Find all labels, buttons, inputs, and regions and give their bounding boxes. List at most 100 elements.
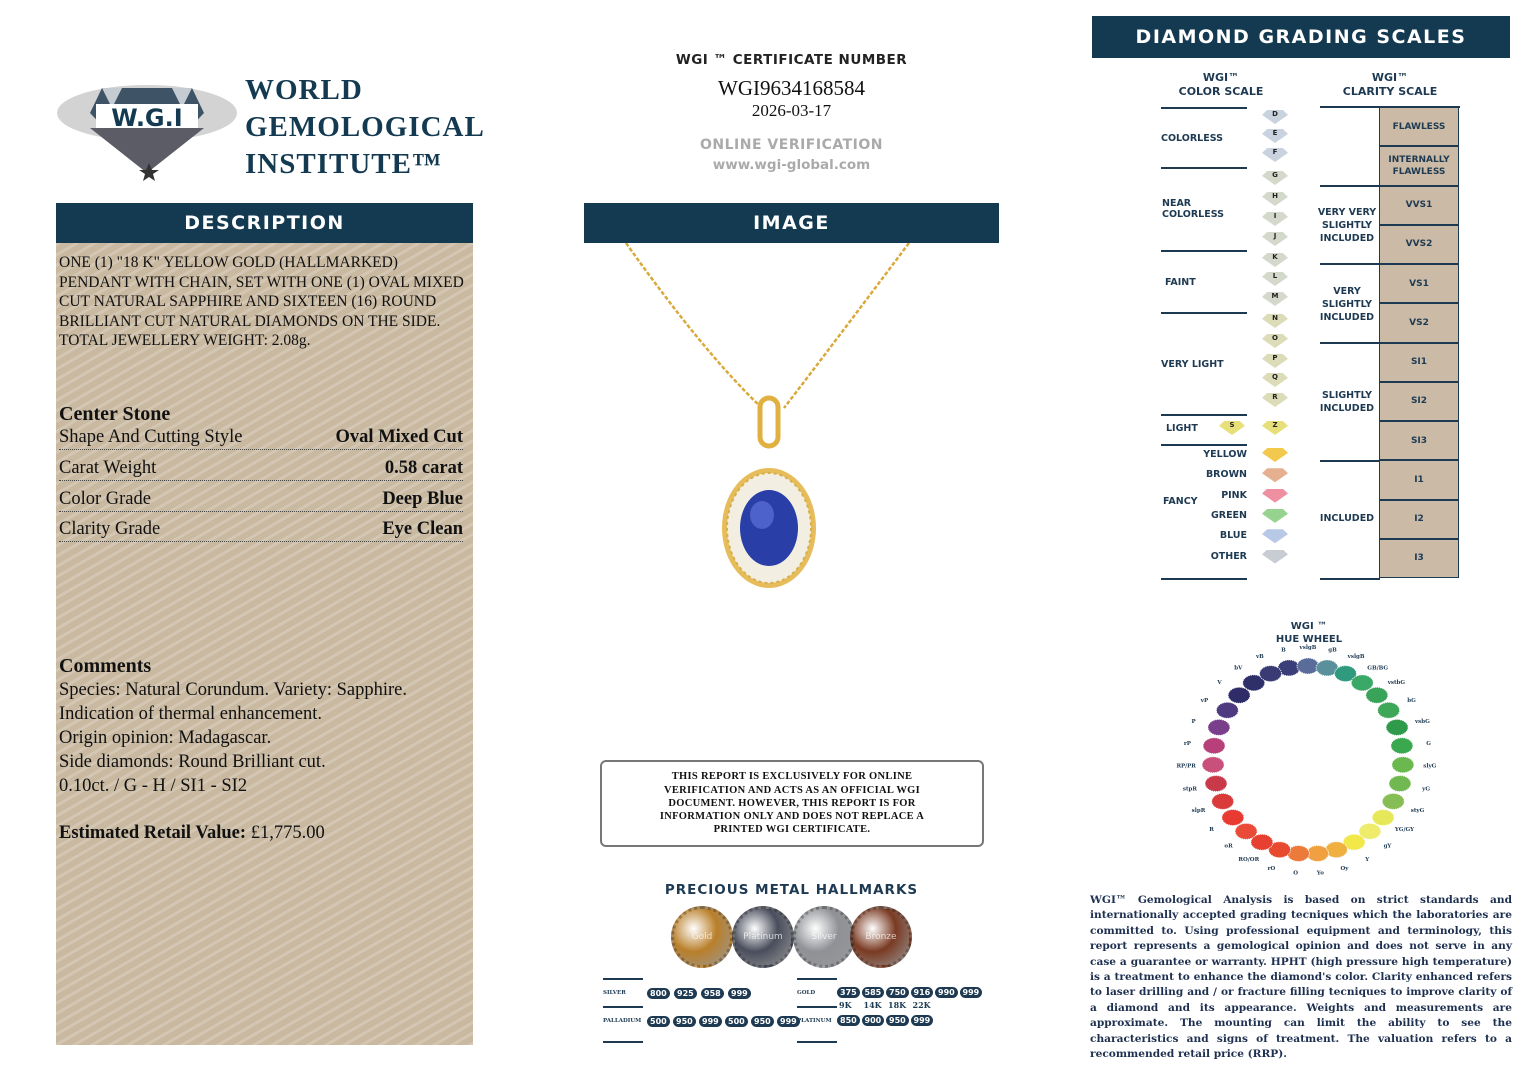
hue-swatch: [1333, 665, 1357, 683]
hue-label: bV: [1234, 665, 1243, 671]
divider: [1320, 460, 1380, 462]
hue-swatch: [1277, 659, 1301, 677]
divider: [1161, 250, 1247, 252]
fancy-color-gem: [1262, 488, 1288, 503]
online-notice: THIS REPORT IS EXCLUSIVELY FOR ONLINE VE…: [600, 760, 984, 847]
gold-karat: 22K: [912, 1000, 931, 1010]
hue-label: vB: [1255, 654, 1264, 660]
clarity-grade-cell: VVS1: [1379, 185, 1459, 225]
center-stone-title: Center Stone: [59, 403, 171, 425]
hallmark-gold: 916: [910, 987, 934, 998]
hue-swatch: [1201, 756, 1225, 774]
divider: [797, 1041, 837, 1043]
institute-name: WORLD GEMOLOGICAL INSTITUTE™: [245, 72, 485, 183]
color-grade-gem: K: [1262, 253, 1288, 267]
hallmark-platinum: 900: [861, 1015, 885, 1026]
hue-label: slyG: [1423, 764, 1436, 770]
hallmark-platinum: 850: [837, 1015, 860, 1026]
hallmark-palladium: 500: [725, 1016, 748, 1027]
hallmark-palladium: 950: [673, 1016, 696, 1027]
hue-swatch: [1204, 775, 1228, 793]
hallmark-silver: 999: [728, 988, 751, 999]
hue-label: gY: [1384, 844, 1392, 850]
hue-wheel-title: WGI ™ HUE WHEEL: [1250, 620, 1368, 646]
comment-line: Indication of thermal enhancement.: [59, 704, 323, 724]
divider: [603, 1041, 643, 1043]
divider: [1320, 578, 1380, 580]
fancy-color-gem: [1262, 508, 1288, 523]
hallmark-row-label: PALLADIUM: [603, 1018, 642, 1024]
hue-swatch: [1227, 686, 1251, 704]
detail-value: Deep Blue: [382, 489, 463, 509]
hue-label: vsbG: [1414, 719, 1430, 725]
clarity-grade-cell: SI3: [1379, 421, 1459, 461]
hallmark-silver: 958: [701, 988, 724, 999]
hue-swatch: [1268, 841, 1292, 859]
wgi-logo: W.G.I: [52, 58, 242, 183]
color-grade-gem: O: [1262, 334, 1288, 348]
disclaimer-text: WGI™ Gemological Analysis is based on st…: [1090, 894, 1512, 1061]
online-verification-label: ONLINE VERIFICATION: [700, 137, 883, 153]
hue-swatch: [1215, 701, 1239, 719]
hue-swatch: [1315, 659, 1339, 677]
fancy-color-gem: [1262, 549, 1288, 564]
clarity-group-label: VERY VERY SLIGHTLY INCLUDED: [1317, 207, 1377, 244]
hue-label: RP/PR: [1176, 764, 1196, 770]
divider: [797, 978, 837, 980]
fancy-color-label: BROWN: [1205, 469, 1247, 481]
grading-header: DIAMOND GRADING SCALES: [1092, 16, 1510, 58]
pendant-image: [584, 242, 999, 643]
divider: [1161, 444, 1247, 446]
hallmark-row-label: PLATINUM: [797, 1018, 832, 1024]
hallmark-platinum: 950: [886, 1015, 909, 1026]
hue-label: RO/OR: [1238, 857, 1259, 863]
hue-label: vP: [1200, 698, 1208, 704]
clarity-grade-cell: FLAWLESS: [1379, 107, 1459, 147]
hue-swatch: [1234, 822, 1258, 840]
certificate-number: WGI9634168584: [718, 76, 865, 100]
detail-row: Carat Weight 0.58 carat: [59, 458, 463, 481]
hallmark-palladium: 500: [647, 1016, 670, 1027]
color-grade-gem: P: [1262, 354, 1288, 368]
certificate-label: WGI ™ CERTIFICATE NUMBER: [675, 52, 908, 68]
clarity-grade-cell: I2: [1379, 499, 1459, 539]
color-grade-gem: Q: [1262, 373, 1288, 387]
detail-label: Color Grade: [59, 489, 151, 509]
hallmark-gold: 375: [837, 987, 860, 998]
hue-label: vslgB: [1299, 645, 1317, 651]
title-line: WGI ™: [1290, 621, 1328, 632]
verification-url[interactable]: www.wgi-global.com: [712, 157, 871, 173]
color-grade-gem: N: [1262, 314, 1288, 328]
comment-line: Origin opinion: Madagascar.: [59, 728, 272, 748]
divider: [1320, 185, 1380, 187]
hue-swatch: [1286, 845, 1310, 863]
hallmark-palladium: 999: [699, 1016, 722, 1027]
divider: [797, 1006, 837, 1008]
fancy-color-gem: [1262, 529, 1288, 544]
retail-label: Estimated Retail Value:: [59, 823, 247, 843]
divider: [1161, 107, 1247, 109]
hue-label: P: [1192, 719, 1196, 725]
hue-swatch: [1221, 809, 1245, 827]
hallmark-silver: 800: [647, 988, 670, 999]
clarity-grade-cell: SI2: [1379, 381, 1459, 421]
hue-label: rP: [1184, 741, 1191, 747]
clarity-scale-title: WGI™ CLARITY SCALE: [1320, 71, 1460, 99]
name-line: GEMOLOGICAL: [245, 111, 485, 143]
color-grade-gem: E: [1262, 129, 1288, 143]
gold-karat: 14K: [863, 1000, 882, 1010]
detail-row: Clarity Grade Eye Clean: [59, 519, 463, 542]
title-line: WGI™: [1202, 71, 1240, 84]
color-grade-gem: M: [1262, 292, 1288, 306]
description-header: DESCRIPTION: [56, 203, 473, 243]
hallmark-row-label: GOLD: [797, 990, 816, 996]
hue-label: Y: [1364, 857, 1369, 863]
hallmark-gold: 750: [886, 987, 909, 998]
color-grade-gem: D: [1262, 110, 1288, 124]
detail-label: Clarity Grade: [59, 519, 161, 539]
hue-swatch: [1388, 775, 1412, 793]
hallmark-coin-bronze: Bronze: [850, 906, 912, 968]
detail-value: 0.58 carat: [384, 458, 463, 478]
clarity-group-label: SLIGHTLY INCLUDED: [1319, 390, 1375, 414]
